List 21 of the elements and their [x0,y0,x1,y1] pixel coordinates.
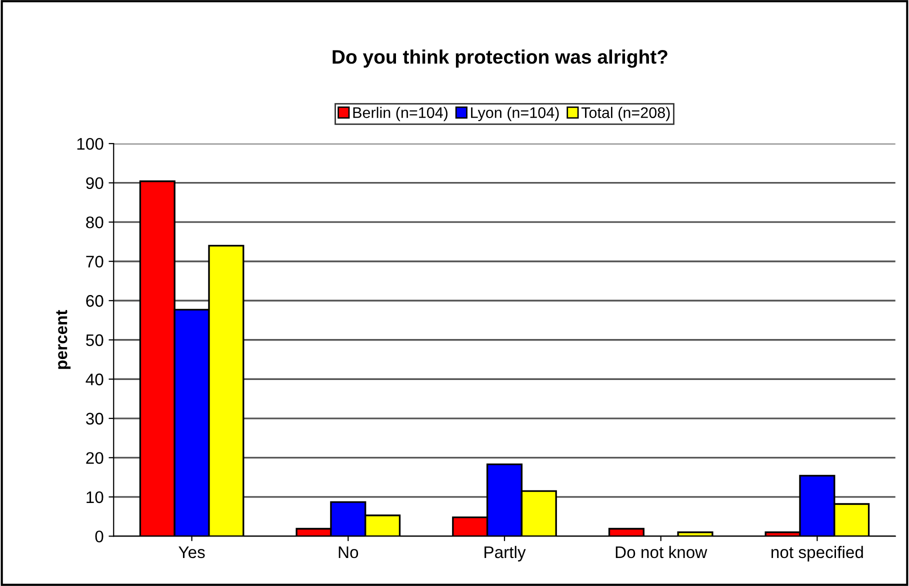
legend-label: Berlin (n=104) [353,106,448,122]
y-tick-label: 80 [86,216,104,228]
y-tick-label: 30 [86,412,104,425]
legend-label: Lyon (n=104) [471,106,559,122]
y-tick-label: 100 [77,138,104,150]
y-tick-label: 10 [86,491,104,504]
y-tick-label: 60 [86,295,104,307]
x-tick-label: Do not know [616,546,708,558]
y-tick-label: 70 [86,256,104,268]
chart-title: Do you think protection was alright? [332,49,668,68]
x-tick-label: not specified [772,546,863,562]
y-tick-label: 0 [95,530,104,542]
x-tick-label: No [338,546,358,558]
y-tick-label: 90 [86,177,104,190]
y-tick-label: 40 [86,374,104,386]
x-tick-label: Yes [178,546,205,558]
x-tick-label: Partly [484,546,526,562]
y-tick-label: 20 [86,452,104,464]
y-tick-label: 50 [86,334,104,346]
y-axis-title: percent [56,310,71,369]
legend-label: Total (n=208) [581,106,670,122]
